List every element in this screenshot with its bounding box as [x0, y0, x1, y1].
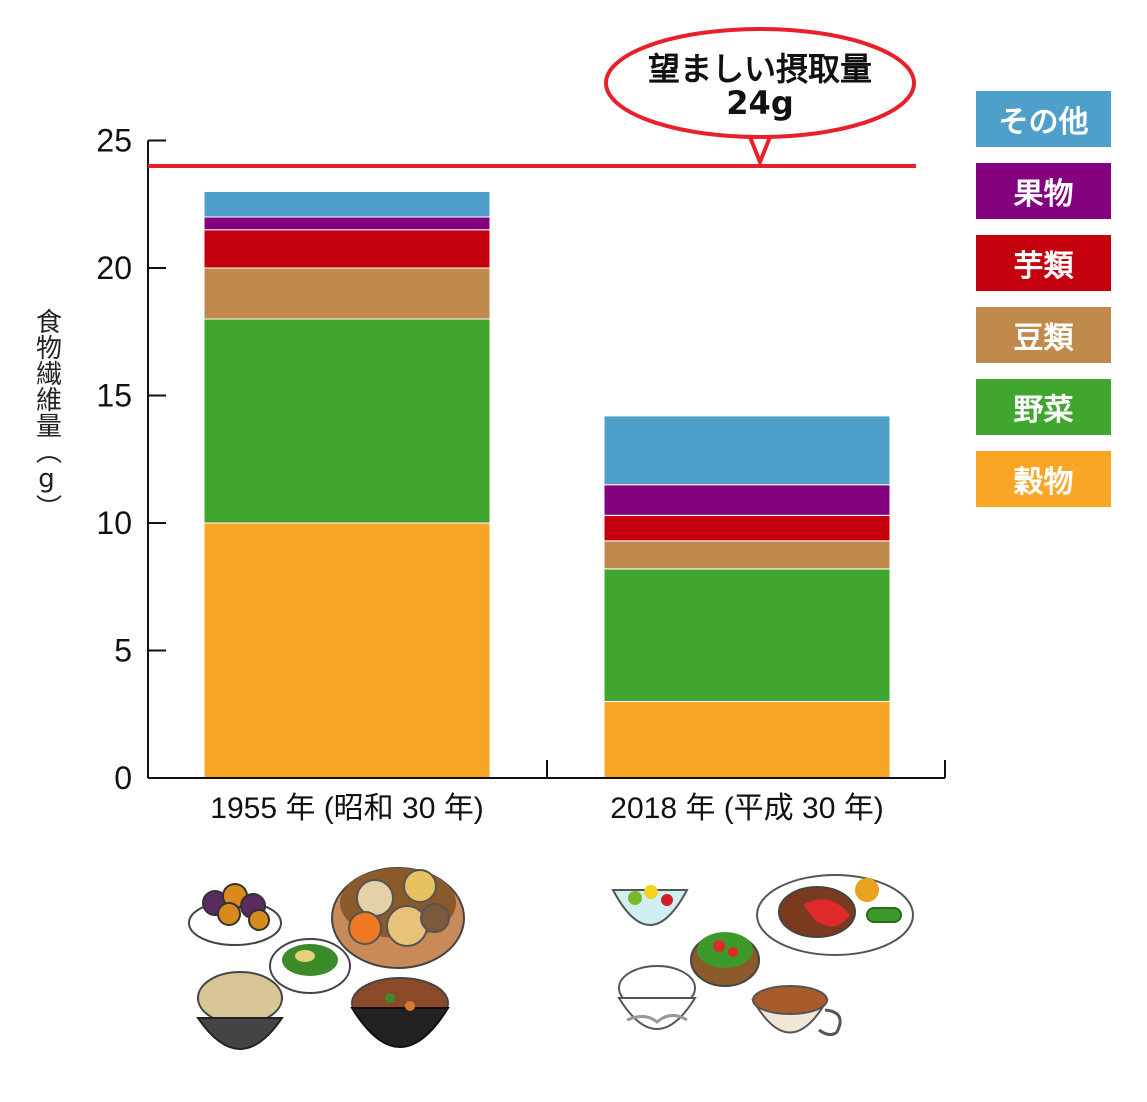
y-axis-label: 食物繊維量（g） [28, 308, 64, 527]
fruit-salad-icon [611, 885, 689, 926]
bar-segment-1-4 [603, 484, 891, 516]
legend-item-grains: 穀物 [976, 451, 1111, 507]
callout-bubble [604, 27, 916, 139]
legend-label: 穀物 [1013, 465, 1074, 500]
bar-segment-1-3 [603, 514, 891, 542]
bar-segment-1-0 [603, 701, 891, 779]
target-callout-line1: 望ましい摂取量 [647, 50, 872, 88]
bars-group [203, 191, 891, 779]
x-tick-label: 1955 年 (昭和 30 年) [210, 792, 483, 825]
y-axis-label-text: 食物繊維量（g） [31, 308, 62, 520]
legend-item-potatoes: 芋類 [976, 235, 1111, 291]
bar-segment-0-4 [203, 216, 491, 231]
legend-item-fruits: 果物 [976, 163, 1111, 219]
bar-segment-1-5 [603, 415, 891, 486]
legend-label: 豆類 [1013, 321, 1074, 356]
axes-group: 0 5 10 15 20 25 1955 年 (昭和 30 年) 2018 年 (平成 30 … [96, 123, 946, 825]
bar-segment-1-1 [603, 568, 891, 703]
bar-segment-0-0 [203, 522, 491, 779]
legend-item-beans: 豆類 [976, 307, 1111, 363]
target-callout-line2: 24g [726, 84, 794, 122]
legend-label: 野菜 [1013, 393, 1074, 428]
y-tick-label: 5 [114, 633, 132, 669]
spinach-dish-icon [269, 938, 351, 994]
legend-label: 芋類 [1013, 249, 1074, 284]
bar-segment-0-3 [203, 229, 491, 269]
legend: その他 果物 芋類 豆類 野菜 穀物 [976, 91, 1111, 523]
bar-segment-0-5 [203, 191, 491, 218]
nimono-bowl-icon [331, 867, 465, 969]
bar-segment-0-1 [203, 318, 491, 524]
white-rice-bowl-icon [617, 965, 697, 1030]
eggplant-dish-icon [188, 883, 282, 946]
legend-label: 果物 [1013, 177, 1074, 212]
legend-label: その他 [998, 105, 1089, 140]
modern-western-meal-illustration [611, 874, 914, 1037]
bar-segment-1-2 [603, 540, 891, 570]
japanese-traditional-meal-illustration [188, 867, 465, 1050]
y-tick-label: 25 [96, 123, 132, 159]
legend-item-vegetables: 野菜 [976, 379, 1111, 435]
y-tick-label: 20 [96, 250, 132, 286]
y-tick-label: 10 [96, 505, 132, 541]
soup-cup-icon [751, 985, 842, 1037]
y-tick-label: 15 [96, 378, 132, 414]
miso-soup-icon [350, 977, 450, 1048]
hamburg-steak-plate-icon [756, 874, 914, 956]
bar-segment-0-2 [203, 267, 491, 320]
salad-bowl-icon [690, 932, 760, 987]
legend-item-other: その他 [976, 91, 1111, 147]
x-tick-label: 2018 年 (平成 30 年) [610, 792, 883, 825]
callout-pointer-mask [749, 120, 771, 134]
target-callout: 望ましい摂取量 24g [604, 30, 916, 120]
rice-bowl-icon [196, 971, 284, 1050]
y-tick-label: 0 [114, 760, 132, 796]
reference-line-group [148, 27, 916, 168]
